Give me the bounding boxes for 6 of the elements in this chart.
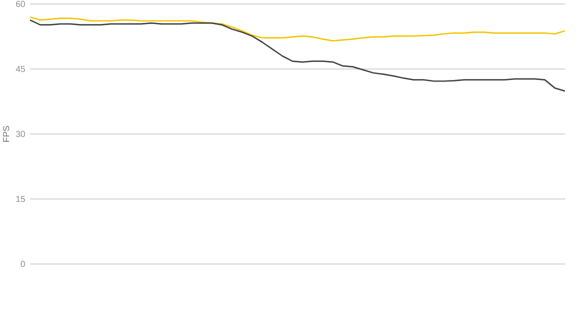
y-tick-label: 15 — [16, 196, 25, 202]
y-tick-label: 45 — [16, 66, 25, 72]
y-tick-label: 30 — [16, 130, 25, 138]
y-tick-label: 0 — [20, 260, 25, 268]
y-axis-title: FPS — [3, 126, 10, 142]
y-tick-label: 60 — [16, 0, 25, 8]
